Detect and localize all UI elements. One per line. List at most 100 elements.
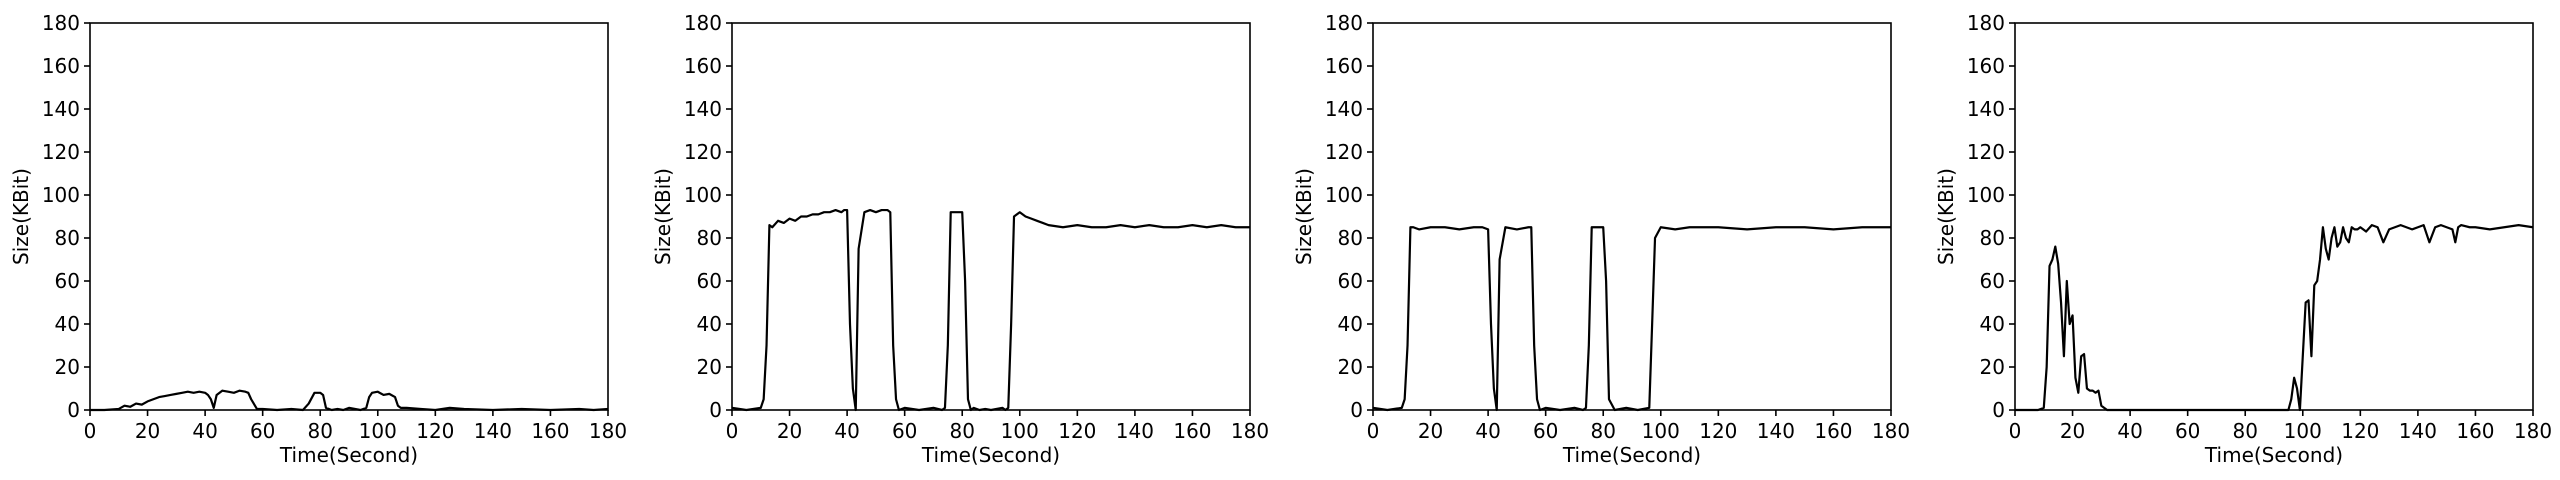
y-tick-label: 180 [684, 11, 722, 35]
x-tick-label: 20 [1418, 419, 1443, 443]
x-axis-label: Time(Second) [2204, 443, 2343, 467]
x-tick-label: 140 [474, 419, 512, 443]
y-tick-label: 100 [42, 183, 80, 207]
x-tick-label: 140 [1757, 419, 1795, 443]
x-tick-label: 140 [2399, 419, 2437, 443]
x-tick-label: 60 [250, 419, 275, 443]
y-tick-label: 20 [1980, 355, 2005, 379]
x-tick-label: 60 [2175, 419, 2200, 443]
x-tick-label: 100 [1642, 419, 1680, 443]
x-tick-label: 160 [2456, 419, 2494, 443]
y-tick-label: 0 [709, 398, 722, 422]
x-tick-label: 180 [2514, 419, 2552, 443]
x-tick-label: 20 [2060, 419, 2085, 443]
x-tick-label: 120 [1699, 419, 1737, 443]
x-tick-label: 100 [1001, 419, 1039, 443]
chart-panel-2: 0 20 40 60 80 100 120 140 160 180 0 20 40 60 80 100 120 1… [651, 11, 1269, 467]
y-tick-label: 120 [42, 140, 80, 164]
y-tick-label: 180 [1325, 11, 1363, 35]
y-tick-label: 60 [1980, 269, 2005, 293]
x-tick-label: 0 [2009, 419, 2022, 443]
y-tick-label: 40 [55, 312, 80, 336]
y-tick-label: 20 [697, 355, 722, 379]
y-tick-label: 0 [1992, 398, 2005, 422]
y-tick-label: 140 [42, 97, 80, 121]
y-tick-label: 120 [1967, 140, 2005, 164]
y-tick-label: 60 [697, 269, 722, 293]
y-tick-label: 160 [1967, 54, 2005, 78]
x-tick-label: 40 [834, 419, 859, 443]
y-tick-label: 80 [55, 226, 80, 250]
x-tick-label: 40 [2117, 419, 2142, 443]
y-tick-label: 40 [1338, 312, 1363, 336]
x-tick-label: 60 [1533, 419, 1558, 443]
y-tick-label: 120 [1325, 140, 1363, 164]
y-tick-label: 160 [1325, 54, 1363, 78]
y-tick-label: 140 [1325, 97, 1363, 121]
x-tick-label: 120 [1058, 419, 1096, 443]
x-tick-label: 160 [1814, 419, 1852, 443]
x-tick-label: 100 [359, 419, 397, 443]
plot-area-frame [1372, 22, 1892, 411]
y-tick-label: 20 [1338, 355, 1363, 379]
y-axis-label: Size(KBit) [1292, 168, 1316, 265]
x-tick-label: 20 [777, 419, 802, 443]
x-tick-label: 80 [1590, 419, 1615, 443]
y-tick-label: 100 [1967, 183, 2005, 207]
x-axis-label: Time(Second) [279, 443, 418, 467]
y-axis-label: Size(KBit) [651, 168, 675, 265]
x-tick-label: 80 [307, 419, 332, 443]
x-tick-label: 160 [1173, 419, 1211, 443]
x-tick-label: 40 [1475, 419, 1500, 443]
plot-area-frame [89, 22, 609, 411]
y-tick-label: 60 [55, 269, 80, 293]
y-tick-label: 160 [684, 54, 722, 78]
x-tick-label: 80 [949, 419, 974, 443]
y-tick-label: 0 [1350, 398, 1363, 422]
x-tick-label: 120 [2341, 419, 2379, 443]
series-line [90, 389, 609, 412]
x-tick-label: 40 [192, 419, 217, 443]
x-axis-label: Time(Second) [921, 443, 1060, 467]
series-line [1372, 226, 1891, 412]
y-tick-label: 80 [1980, 226, 2005, 250]
x-tick-label: 0 [84, 419, 97, 443]
y-tick-label: 100 [1325, 183, 1363, 207]
y-tick-label: 0 [67, 398, 80, 422]
x-tick-label: 100 [2284, 419, 2322, 443]
x-tick-label: 180 [1872, 419, 1910, 443]
x-tick-label: 140 [1116, 419, 1154, 443]
x-tick-label: 180 [1231, 419, 1269, 443]
y-tick-label: 40 [1980, 312, 2005, 336]
y-tick-label: 80 [697, 226, 722, 250]
x-tick-label: 60 [892, 419, 917, 443]
y-tick-label: 20 [55, 355, 80, 379]
x-tick-label: 80 [2232, 419, 2257, 443]
plot-area-frame [2014, 22, 2534, 411]
chart-panel-3: 0 20 40 60 80 100 120 140 160 180 0 20 40 60 80 100 120 1… [1292, 11, 1910, 467]
x-tick-label: 160 [531, 419, 569, 443]
x-tick-label: 120 [416, 419, 454, 443]
x-tick-label: 0 [1367, 419, 1380, 443]
y-tick-label: 180 [1967, 11, 2005, 35]
y-tick-label: 80 [1338, 226, 1363, 250]
y-tick-label: 140 [684, 97, 722, 121]
y-tick-label: 180 [42, 11, 80, 35]
series-line [731, 208, 1250, 412]
x-tick-label: 0 [726, 419, 739, 443]
y-tick-label: 40 [697, 312, 722, 336]
y-tick-label: 120 [684, 140, 722, 164]
x-tick-label: 20 [135, 419, 160, 443]
x-axis-label: Time(Second) [1562, 443, 1701, 467]
series-line [2015, 224, 2534, 412]
y-tick-label: 100 [684, 183, 722, 207]
y-tick-label: 140 [1967, 97, 2005, 121]
x-tick-label: 180 [589, 419, 627, 443]
y-axis-label: Size(KBit) [1934, 168, 1958, 265]
y-tick-label: 60 [1338, 269, 1363, 293]
y-axis-label: Size(KBit) [9, 168, 33, 265]
plot-area-frame [731, 22, 1251, 411]
chart-panel-4: 0 20 40 60 80 100 120 140 160 180 0 20 40 60 80 100 120 1… [1934, 11, 2552, 467]
chart-panel-1: 0 20 40 60 80 100 120 140 160 180 0 20 40 60 80 100 120 1… [9, 11, 627, 467]
